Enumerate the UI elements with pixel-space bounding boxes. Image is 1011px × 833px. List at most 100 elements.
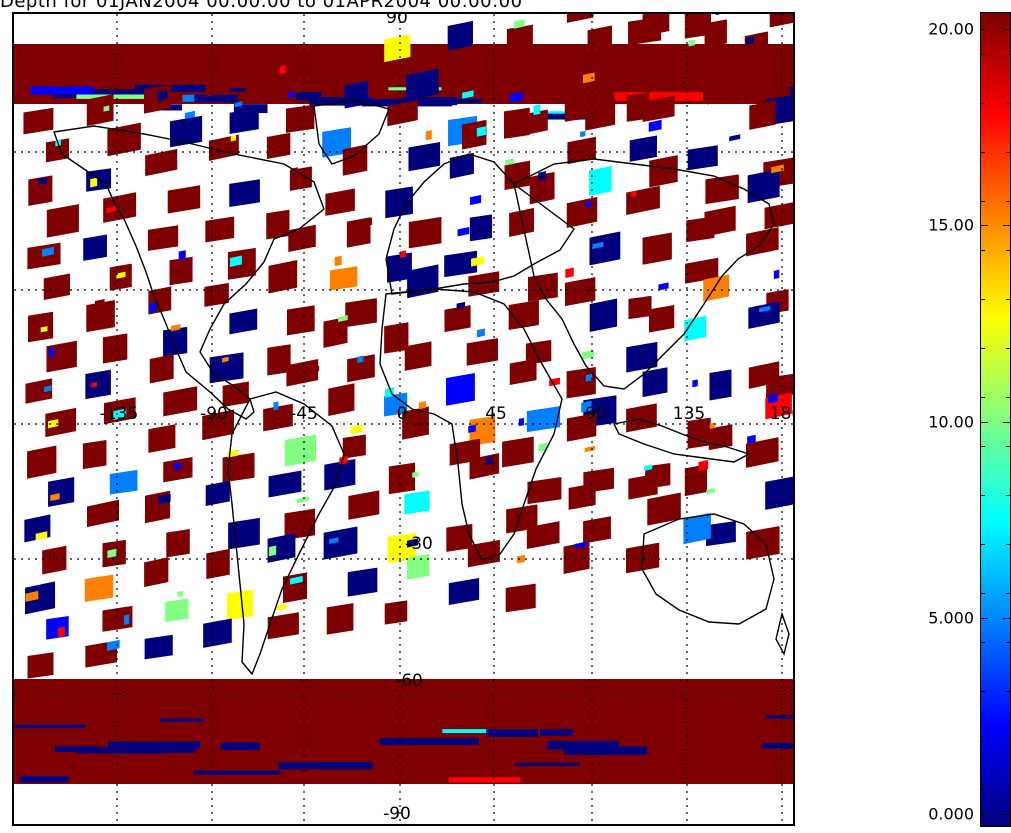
swath-segment	[385, 186, 413, 219]
swath-segment	[324, 459, 356, 491]
swath-segment	[387, 99, 418, 127]
swath-pixel	[631, 190, 637, 198]
swath-segment	[509, 207, 535, 237]
swath-pixel	[50, 493, 60, 502]
swath-segment	[444, 305, 471, 333]
swath-segment	[508, 300, 539, 331]
swath-segment	[704, 19, 727, 48]
swath-streak	[547, 740, 619, 750]
swath-segment	[107, 122, 141, 157]
swath-pixel	[152, 358, 159, 366]
swath-segment	[626, 341, 658, 373]
swath-segment	[27, 311, 54, 343]
swath-segment	[406, 68, 439, 101]
swath-segment	[169, 115, 203, 148]
swath-streak	[511, 113, 598, 120]
swath-pixel	[41, 246, 54, 257]
swath-segment	[466, 338, 498, 366]
south-polar-band	[14, 679, 793, 784]
swath-segment	[764, 201, 793, 230]
swath-segment	[408, 141, 441, 172]
colorbar-gradient	[981, 13, 1010, 826]
swath-segment	[46, 615, 69, 640]
swath-segment	[589, 231, 621, 266]
swath-pixel	[25, 590, 39, 602]
swath-segment	[205, 68, 230, 97]
lon-label-0: 0	[396, 404, 408, 424]
swath-segment	[163, 386, 198, 417]
swath-streak	[540, 729, 573, 736]
swath-segment	[447, 20, 473, 51]
swath-streak	[442, 729, 489, 734]
swath-pixel	[276, 603, 287, 611]
map-panel: 90 -90 -30 -60 -135 -90 -45 0 45 90 135 …	[12, 12, 795, 826]
swath-segment	[384, 392, 408, 417]
swath-pixel	[106, 205, 117, 214]
colorbar-tick	[980, 421, 988, 423]
swath-streak	[54, 746, 98, 753]
swath-pixel	[400, 250, 407, 258]
swath-segment	[86, 499, 120, 528]
swath-pixel	[468, 424, 476, 433]
swath-pixel	[57, 626, 65, 638]
swath-segment	[84, 574, 114, 602]
coastline-africa	[379, 288, 563, 561]
swath-segment	[469, 415, 496, 446]
swath-pixel	[334, 255, 342, 267]
swath-segment	[704, 205, 736, 237]
swath-segment	[206, 548, 230, 580]
swath-pixel	[771, 164, 784, 174]
swath-segment	[583, 516, 611, 544]
lat-label-minus-60: -60	[395, 671, 423, 691]
swath-segment	[328, 383, 355, 417]
swath-segment	[566, 196, 598, 228]
swath-segment	[288, 224, 316, 253]
swath-pixel	[360, 217, 372, 228]
swath-streak	[76, 94, 171, 99]
swath-segment	[348, 490, 380, 520]
lat-label-minus-30: -30	[405, 534, 433, 554]
swath-pixel	[35, 531, 48, 541]
swath-pixel	[38, 176, 48, 185]
lon-label-90: 90	[585, 404, 607, 424]
swath-segment	[149, 354, 174, 384]
swath-pixel	[103, 105, 110, 112]
swath-streak	[14, 724, 85, 729]
swath-pixel	[43, 385, 52, 393]
swath-segment	[748, 301, 780, 329]
swath-segment	[329, 266, 358, 291]
swath-streak	[453, 98, 483, 104]
plot-title: Depth for 01JAN2004 00:00:00 to 01APR200…	[0, 0, 523, 12]
colorbar-minor-tick	[1006, 446, 1011, 448]
swath-segment	[229, 179, 260, 207]
colorbar-minor-tick	[1006, 642, 1011, 644]
swath-segment	[509, 358, 537, 386]
swath-pixel	[582, 72, 595, 84]
swath-pixel	[549, 377, 560, 387]
swath-pixel	[94, 298, 105, 310]
colorbar-minor-tick	[980, 691, 985, 693]
swath-pixel	[418, 401, 426, 410]
swath-segment	[568, 482, 596, 510]
swath-streak	[486, 729, 539, 737]
swath-segment	[687, 145, 718, 171]
swath-segment	[286, 358, 319, 387]
swath-segment	[648, 305, 675, 333]
swath-segment	[347, 354, 375, 383]
swath-pixel	[729, 134, 741, 142]
swath-segment	[469, 214, 493, 242]
swath-segment	[205, 216, 235, 243]
swath-pixel	[585, 200, 591, 208]
swath-pixel	[706, 488, 716, 495]
swath-segment	[467, 539, 500, 568]
swath-segment	[263, 403, 293, 432]
swath-pixel	[574, 541, 587, 549]
swath-segment	[707, 71, 735, 105]
swath-segment	[228, 517, 260, 550]
swath-pixel	[782, 55, 793, 66]
swath-segment	[82, 439, 107, 470]
swath-pixel	[698, 459, 709, 472]
swath-segment	[163, 457, 193, 483]
swath-segment	[267, 612, 299, 640]
swath-segment	[647, 492, 681, 526]
